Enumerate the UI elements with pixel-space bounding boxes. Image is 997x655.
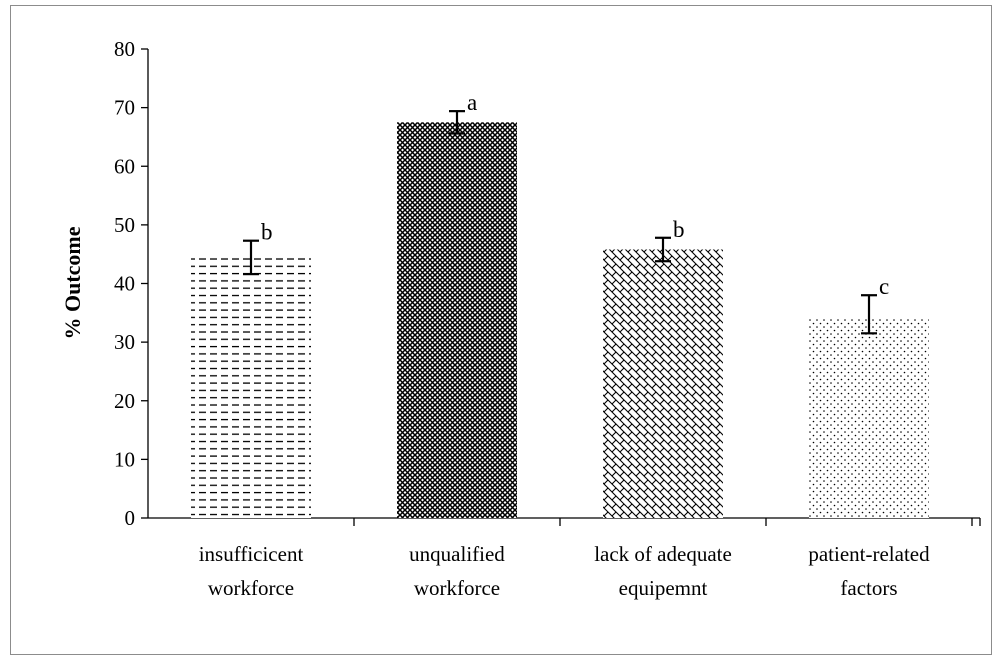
y-tick-label: 70 [114, 96, 135, 120]
bar [603, 249, 723, 518]
x-category-label: workforce [208, 576, 294, 600]
x-category-label: unqualified [409, 542, 505, 566]
x-category-label: insufficicent [199, 542, 304, 566]
y-axis-title: % Outcome [60, 226, 85, 339]
y-tick-label: 50 [114, 213, 135, 237]
y-axis: 0 10 20 30 40 50 60 70 80 [114, 37, 149, 530]
significance-letter: c [879, 274, 889, 299]
y-tick-label: 0 [125, 506, 136, 530]
bar [191, 257, 311, 518]
error-bar [861, 294, 877, 335]
x-category-label: equipemnt [619, 576, 708, 600]
significance-letter: b [261, 220, 273, 245]
y-tick-label: 10 [114, 447, 135, 471]
bar [809, 317, 929, 518]
significance-letter: b [673, 217, 685, 242]
bar [397, 122, 517, 518]
error-bar [243, 239, 259, 276]
bar-chart: % Outcome 0 10 20 30 40 50 60 70 80 b a b c insuffi… [60, 37, 981, 600]
x-category-label: patient-related [808, 542, 930, 566]
x-category-label: workforce [414, 576, 500, 600]
significance-labels-group: b a b c [261, 90, 889, 299]
category-labels-group: insufficicent workforce unqualified workfor… [199, 542, 930, 600]
x-category-label: factors [840, 576, 897, 600]
significance-letter: a [467, 90, 477, 115]
y-tick-label: 40 [114, 272, 135, 296]
error-bar [655, 236, 671, 263]
bars-group [191, 122, 929, 518]
x-category-label: lack of adequate [594, 542, 732, 566]
y-tick-label: 80 [114, 37, 135, 61]
error-bars-group [243, 110, 877, 335]
error-bar [449, 110, 465, 135]
x-axis [148, 517, 981, 526]
y-tick-label: 60 [114, 154, 135, 178]
y-tick-label: 30 [114, 330, 135, 354]
y-tick-label: 20 [114, 389, 135, 413]
